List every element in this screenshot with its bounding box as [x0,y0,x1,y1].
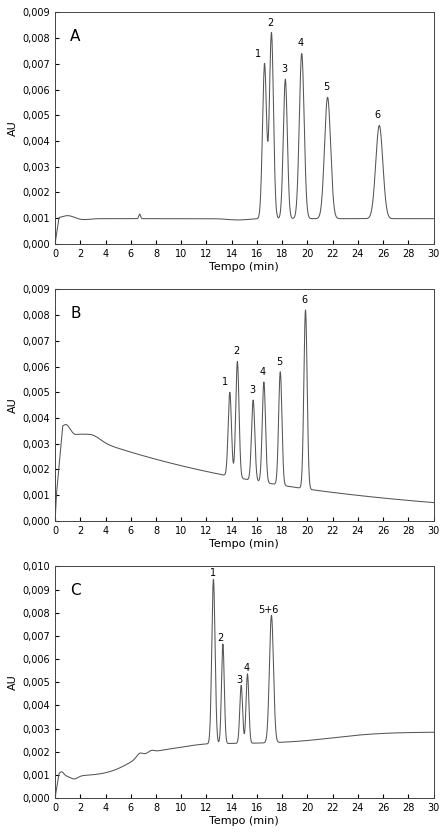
Text: 6: 6 [375,110,380,120]
Text: 2: 2 [234,346,240,356]
Y-axis label: AU: AU [9,397,18,413]
Text: 1: 1 [255,48,261,58]
Text: B: B [70,305,81,320]
Text: 3: 3 [249,384,255,394]
Text: 5: 5 [323,82,329,92]
Text: 2: 2 [268,18,274,28]
Text: 4: 4 [259,367,266,377]
Text: 4: 4 [298,38,304,48]
Text: 6: 6 [302,295,308,305]
Text: 2: 2 [217,633,224,643]
Text: 3: 3 [236,675,242,685]
Text: 1: 1 [222,377,228,387]
X-axis label: Tempo (min): Tempo (min) [210,262,279,272]
X-axis label: Tempo (min): Tempo (min) [210,816,279,826]
X-axis label: Tempo (min): Tempo (min) [210,539,279,549]
Text: 3: 3 [282,64,288,74]
Text: 1: 1 [210,568,216,578]
Y-axis label: AU: AU [9,120,18,136]
Text: 4: 4 [243,663,249,673]
Text: 5+6: 5+6 [258,605,279,615]
Text: 5: 5 [276,357,282,367]
Text: C: C [70,583,81,598]
Text: A: A [70,28,81,43]
Y-axis label: AU: AU [9,675,18,690]
